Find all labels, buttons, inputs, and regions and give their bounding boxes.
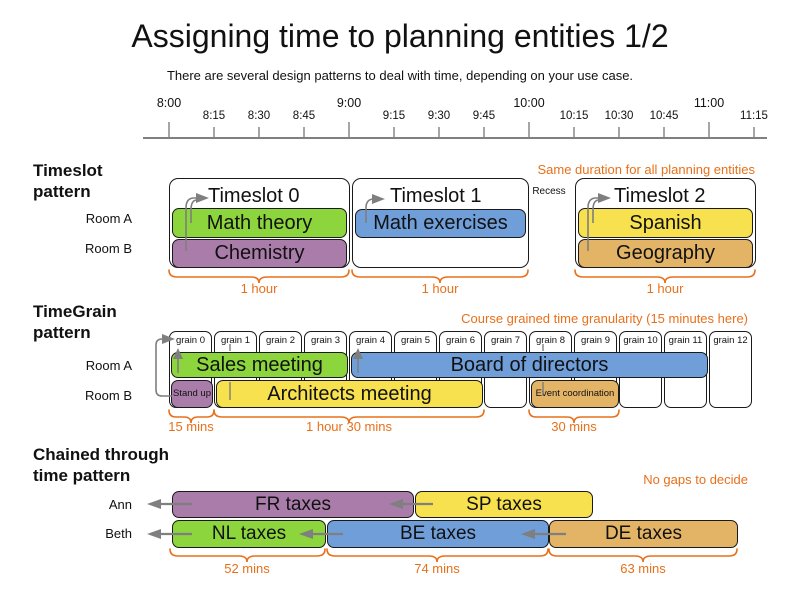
lesson-bar-geography: Geography [578, 239, 753, 268]
duration-label: 1 hour 30 mins [306, 419, 392, 434]
lesson-bar-spanish: Spanish [578, 208, 753, 238]
task-bar-be-taxes: BE taxes [327, 520, 549, 548]
chained-note: No gaps to decide [643, 472, 748, 487]
time-tick-label: 8:30 [247, 110, 271, 122]
lesson-bar-math-exercises: Math exercises [355, 209, 526, 238]
lesson-bar-chemistry: Chemistry [172, 239, 347, 268]
time-tick-label: 10:30 [604, 110, 634, 122]
timeslot-label-2: Timeslot 2 [614, 185, 706, 207]
page-title: Assigning time to planning entities 1/2 [131, 18, 669, 54]
duration-label: 15 mins [168, 419, 214, 434]
recess-label: Recess [532, 186, 566, 197]
lesson-bar-math-theory: Math theory [172, 208, 347, 238]
time-tick-label: 8:45 [292, 110, 316, 122]
grain-box: grain 12 [709, 331, 752, 408]
duration-label: 63 mins [620, 561, 666, 576]
timegrain-note: Course grained time granularity (15 minu… [461, 311, 748, 326]
time-tick-label: 9:15 [382, 110, 406, 122]
time-tick-label: 8:00 [156, 96, 182, 110]
timeslot-label-0: Timeslot 0 [208, 185, 300, 207]
duration-label: 30 mins [551, 419, 597, 434]
duration-label: 74 mins [414, 561, 460, 576]
row-label-room-a: Room A [85, 211, 132, 226]
time-tick-label: 9:45 [472, 110, 496, 122]
meeting-bar-architects-meeting: Architects meeting [216, 380, 483, 408]
meeting-bar-stand-up: Stand up [171, 380, 213, 408]
section-heading-chained: Chained through time pattern [33, 445, 169, 485]
section-heading-timeslot: Timeslot pattern [33, 161, 103, 201]
duration-label: 1 hour [421, 281, 459, 296]
meeting-bar-sales-meeting: Sales meeting [171, 352, 348, 378]
row-label-ann: Ann [108, 497, 132, 512]
time-tick-label: 10:00 [513, 96, 545, 110]
row-label-beth: Beth [105, 526, 132, 541]
time-tick-label: 9:00 [336, 96, 362, 110]
row-label-room-b: Room B [85, 388, 132, 403]
task-bar-sp-taxes: SP taxes [415, 491, 593, 518]
time-tick-label: 9:30 [427, 110, 451, 122]
time-axis [143, 122, 767, 139]
task-bar-de-taxes: DE taxes [549, 520, 738, 548]
row-label-room-a: Room A [85, 358, 132, 373]
duration-label: 1 hour [240, 281, 278, 296]
duration-label: 1 hour [646, 281, 684, 296]
timeslot-label-1: Timeslot 1 [390, 185, 482, 207]
time-tick-label: 10:45 [649, 110, 679, 122]
task-bar-fr-taxes: FR taxes [172, 491, 414, 518]
section-heading-timegrain: TimeGrain pattern [33, 302, 117, 342]
page-subtitle: There are several design patterns to dea… [166, 68, 634, 83]
time-tick-label: 10:15 [559, 110, 589, 122]
duration-label: 52 mins [224, 561, 270, 576]
time-tick-label: 8:15 [202, 110, 226, 122]
timeslot-note: Same duration for all planning entities [537, 162, 755, 177]
meeting-bar-board-of-directors: Board of directors [351, 352, 708, 378]
task-bar-nl-taxes: NL taxes [172, 520, 326, 548]
time-tick-label: 11:00 [693, 96, 725, 110]
time-tick-label: 11:15 [740, 110, 768, 122]
row-label-room-b: Room B [85, 241, 132, 256]
meeting-bar-event-coordination: Event coordination [531, 380, 619, 408]
